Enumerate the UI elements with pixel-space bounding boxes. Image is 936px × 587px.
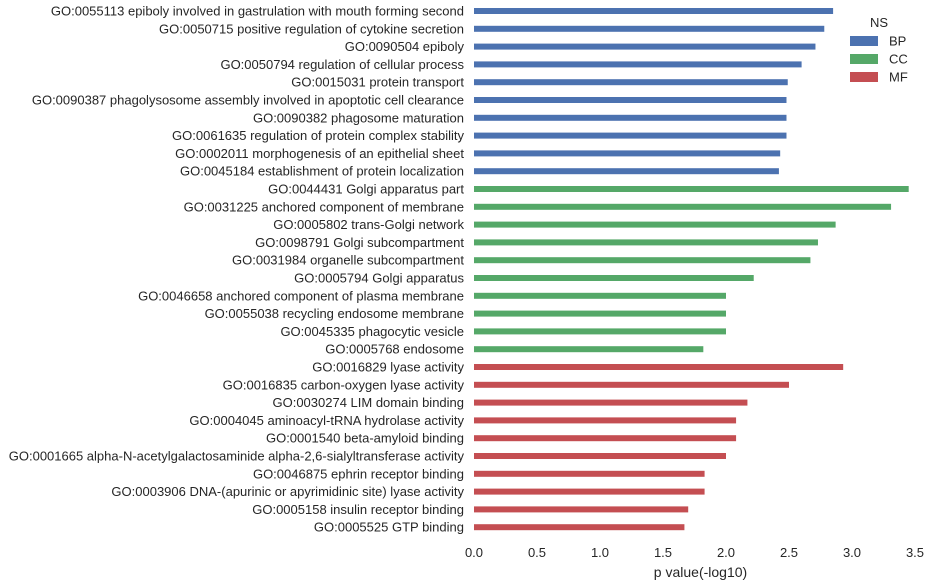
bar-bp	[474, 168, 779, 175]
category-label: GO:0001665 alpha-N-acetylgalactosaminide…	[9, 449, 465, 464]
category-label: GO:0030274 LIM domain binding	[272, 395, 464, 410]
bar-cc	[474, 221, 836, 228]
bar-cc	[474, 275, 754, 281]
legend-swatch-cc	[850, 54, 878, 64]
category-label: GO:0015031 protein transport	[291, 75, 464, 90]
x-tick-label: 2.0	[717, 545, 735, 560]
category-label: GO:0005158 insulin receptor binding	[252, 502, 464, 517]
category-label: GO:0046875 ephrin receptor binding	[253, 466, 464, 481]
category-label: GO:0016829 lyase activity	[312, 360, 464, 375]
category-label: GO:0090382 phagosome maturation	[253, 110, 464, 125]
x-axis: 0.0 0.5 1.0 1.5 2.0 2.5 3.0 3.5	[465, 545, 924, 560]
category-label: GO:0005802 trans-Golgi network	[273, 217, 464, 232]
bar-mf	[474, 435, 737, 442]
bar-bp	[474, 97, 787, 103]
category-label: GO:0031984 organelle subcompartment	[232, 253, 464, 268]
category-label: GO:0061635 regulation of protein complex…	[172, 128, 464, 143]
bar-cc	[474, 328, 726, 335]
category-label: GO:0050794 regulation of cellular proces…	[220, 57, 464, 72]
bar-cc	[474, 257, 811, 264]
legend-swatch-mf	[850, 72, 878, 82]
bar-mf	[474, 399, 748, 406]
category-label: GO:0055038 recycling endosome membrane	[205, 306, 464, 321]
bar-cc	[474, 203, 892, 210]
bar-mf	[474, 381, 789, 388]
category-label: GO:0003906 DNA-(apurinic or apyrimidinic…	[111, 484, 464, 499]
bar-mf	[474, 453, 726, 459]
bars	[474, 8, 909, 531]
x-tick-label: 2.5	[780, 545, 798, 560]
legend-label-bp: BP	[889, 34, 906, 49]
bar-bp	[474, 150, 781, 157]
bar-mf	[474, 488, 705, 495]
bar-bp	[474, 114, 787, 121]
bar-mf	[474, 470, 705, 477]
bar-bp	[474, 25, 825, 32]
legend-label-cc: CC	[889, 52, 908, 67]
x-tick-label: 3.0	[843, 545, 861, 560]
category-label: GO:0016835 carbon-oxygen lyase activity	[223, 377, 465, 392]
category-label: GO:0098791 Golgi subcompartment	[255, 235, 464, 250]
category-label: GO:0031225 anchored component of membran…	[184, 199, 464, 214]
category-label: GO:0045335 phagocytic vesicle	[280, 324, 464, 339]
category-label: GO:0005768 endosome	[325, 342, 464, 357]
bar-mf	[474, 506, 689, 513]
bar-mf	[474, 364, 844, 370]
category-label: GO:0044431 Golgi apparatus part	[268, 182, 464, 197]
bar-cc	[474, 186, 909, 192]
category-label: GO:0005525 GTP binding	[314, 520, 464, 535]
bar-bp	[474, 8, 834, 14]
category-label: GO:0005794 Golgi apparatus	[294, 271, 464, 286]
bar-mf	[474, 417, 737, 424]
x-tick-label: 0.5	[528, 545, 546, 560]
category-label: GO:0050715 positive regulation of cytoki…	[159, 21, 464, 36]
category-label: GO:0045184 establishment of protein loca…	[180, 164, 464, 179]
category-labels: GO:0055113 epiboly involved in gastrulat…	[9, 4, 465, 535]
bar-bp	[474, 61, 802, 68]
bar-bp	[474, 79, 788, 86]
x-tick-label: 1.5	[654, 545, 672, 560]
category-label: GO:0046658 anchored component of plasma …	[138, 288, 464, 303]
bar-bp	[474, 43, 816, 50]
bar-cc	[474, 310, 726, 317]
bar-cc	[474, 239, 818, 246]
bar-cc	[474, 346, 704, 353]
x-tick-label: 0.0	[465, 545, 483, 560]
bar-bp	[474, 132, 787, 139]
category-label: GO:0004045 aminoacyl-tRNA hydrolase acti…	[189, 413, 464, 428]
x-tick-label: 1.0	[591, 545, 609, 560]
category-label: GO:0001540 beta-amyloid binding	[266, 431, 464, 446]
legend-label-mf: MF	[889, 70, 908, 85]
category-label: GO:0090387 phagolysosome assembly involv…	[32, 93, 464, 108]
legend-title: NS	[870, 15, 888, 30]
legend-swatch-bp	[850, 36, 878, 46]
bar-mf	[474, 524, 685, 531]
category-label: GO:0002011 morphogenesis of an epithelia…	[175, 146, 464, 161]
category-label: GO:0090504 epiboly	[345, 39, 465, 54]
bar-cc	[474, 292, 726, 299]
x-axis-title: p value(-log10)	[654, 564, 747, 580]
x-tick-label: 3.5	[906, 545, 924, 560]
category-label: GO:0055113 epiboly involved in gastrulat…	[51, 4, 464, 19]
